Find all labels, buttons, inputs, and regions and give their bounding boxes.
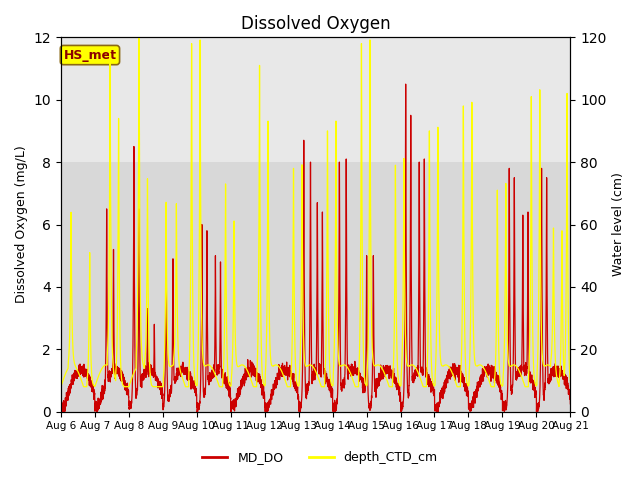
Title: Dissolved Oxygen: Dissolved Oxygen — [241, 15, 390, 33]
Bar — [61, 37, 570, 162]
Y-axis label: Water level (cm): Water level (cm) — [612, 173, 625, 276]
Text: HS_met: HS_met — [63, 48, 116, 61]
Y-axis label: Dissolved Oxygen (mg/L): Dissolved Oxygen (mg/L) — [15, 145, 28, 303]
Legend: MD_DO, depth_CTD_cm: MD_DO, depth_CTD_cm — [197, 446, 443, 469]
